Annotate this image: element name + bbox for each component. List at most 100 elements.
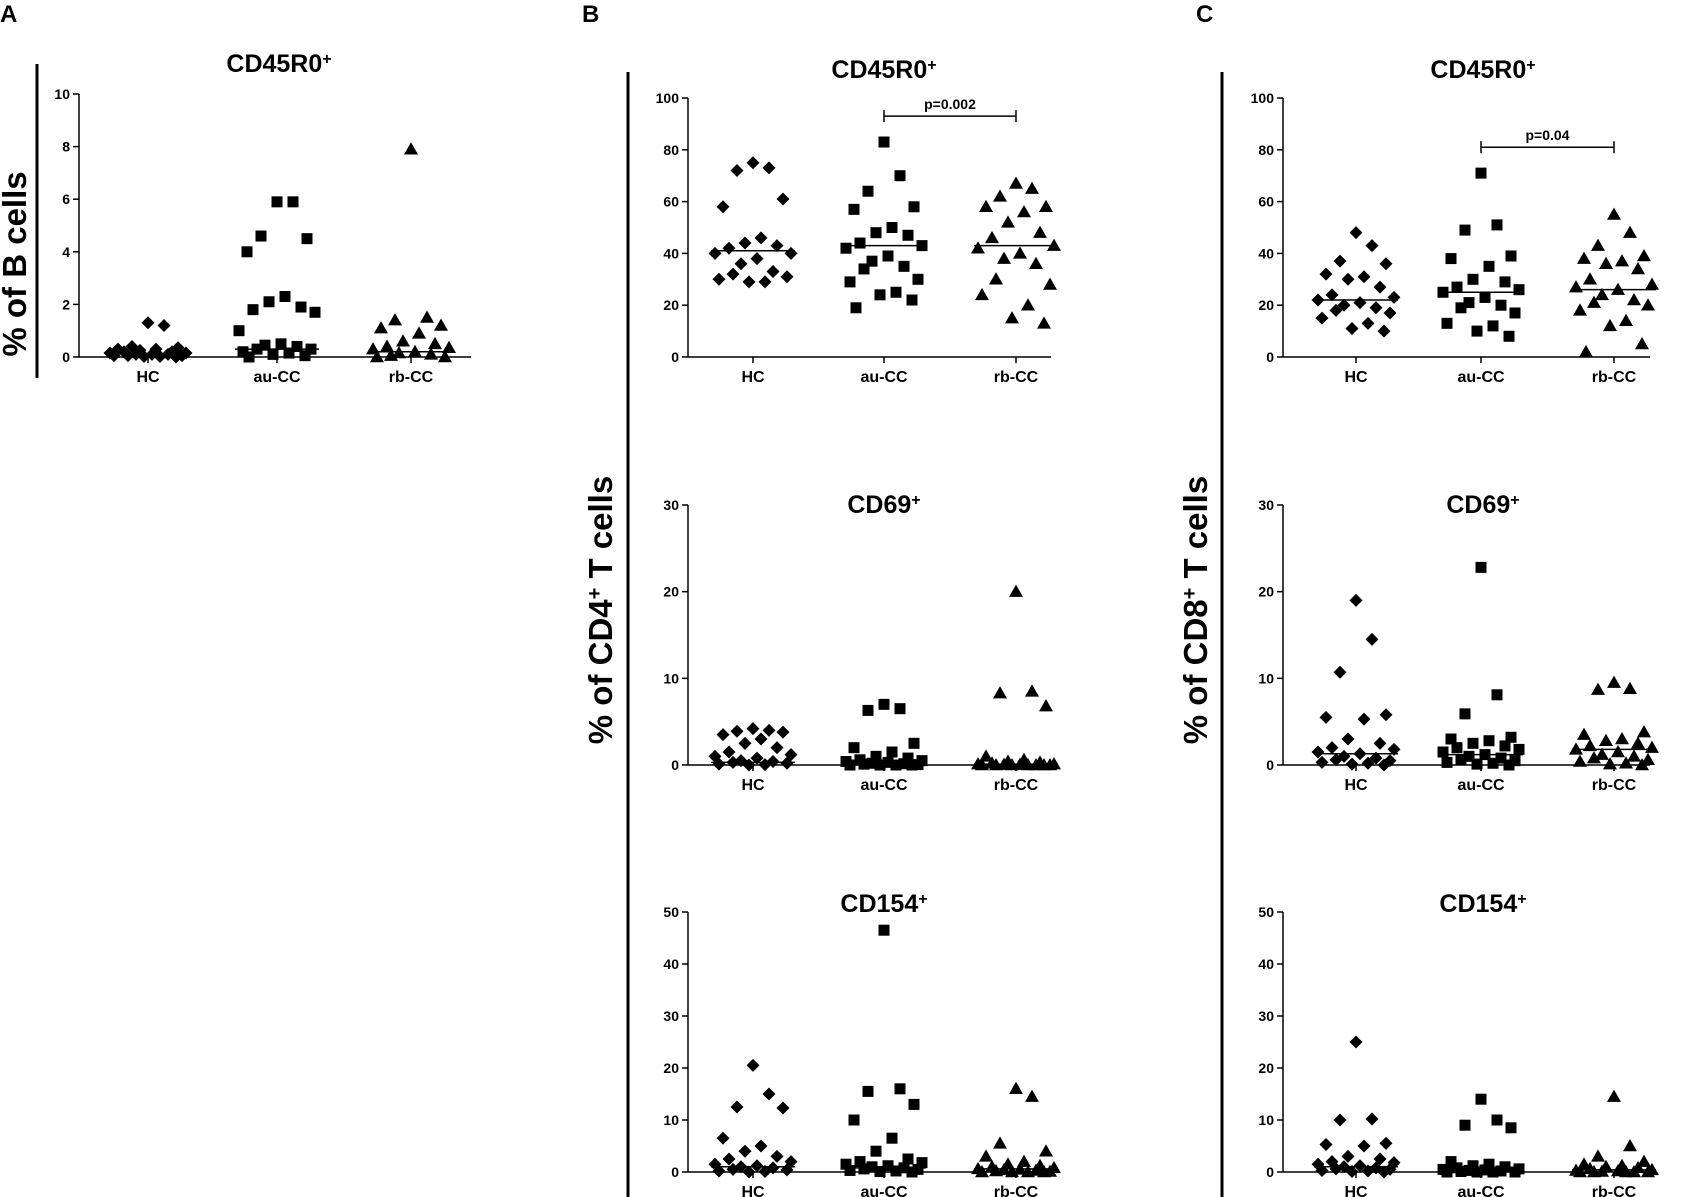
au-cc-data-point (1487, 320, 1499, 332)
hc-data-point (738, 736, 752, 750)
au-cc-data-point (862, 1085, 874, 1097)
hc-data-point (716, 200, 730, 214)
hc-data-point (758, 275, 772, 289)
au-cc-data-point (886, 1132, 898, 1144)
rb-cc-data-point (1611, 745, 1625, 758)
y-tick-label: 40 (1258, 245, 1274, 261)
au-cc-data-point (878, 924, 890, 936)
au-cc-data-point (848, 742, 860, 754)
hc-data-point (1361, 316, 1375, 330)
au-cc-data-point (1475, 561, 1487, 573)
au-cc-data-point (878, 136, 890, 148)
rb-cc-data-point (1599, 733, 1613, 746)
au-cc-data-point (870, 227, 882, 239)
y-tick-label: 0 (1266, 349, 1274, 365)
x-tick-label-au-cc: au-CC (860, 1184, 908, 1197)
hc-data-point (730, 724, 744, 738)
panel-letter-c: C (1196, 1, 1213, 28)
rb-cc-data-point (979, 199, 993, 213)
hc-data-point (1341, 272, 1355, 286)
x-tick-label-rb-cc: rb-CC (1592, 1184, 1637, 1197)
hc-data-point (712, 757, 726, 771)
rb-cc-data-point (428, 336, 442, 350)
panel-c-ylabel: % of CD8+ T cells (1177, 476, 1214, 744)
rb-cc-data-point (985, 230, 999, 244)
hc-data-point (1383, 306, 1397, 320)
y-tick-label: 10 (54, 86, 70, 102)
rb-cc-data-point (1607, 675, 1621, 688)
au-cc-data-point (886, 222, 898, 233)
au-cc-data-point (1491, 689, 1503, 701)
rb-cc-data-point (424, 347, 438, 360)
rb-cc-data-point (1587, 751, 1601, 764)
rb-cc-data-point (404, 142, 418, 155)
hc-data-point (722, 241, 736, 255)
au-cc-data-point (1505, 250, 1517, 262)
y-tick-label: 30 (1258, 497, 1274, 513)
hc-data-point (1333, 1113, 1347, 1127)
rb-cc-data-point (1641, 298, 1655, 311)
plot-title: CD45R0+ (831, 56, 936, 84)
au-cc-data-point (291, 340, 303, 352)
x-tick-label-au-cc: au-CC (860, 777, 908, 794)
hc-data-point (734, 257, 748, 271)
y-tick-label: 20 (663, 584, 679, 600)
au-cc-data-point (850, 302, 862, 314)
hc-data-point (750, 252, 764, 266)
plot-title-sup: + (1517, 891, 1526, 908)
hc-data-point (726, 267, 740, 281)
panel-a-ylabel: % of B cells (0, 171, 33, 356)
y-tick-label: 40 (1258, 956, 1274, 972)
x-tick-label-rb-cc: rb-CC (389, 369, 434, 386)
au-cc-data-point (1471, 758, 1483, 770)
hc-data-point (1319, 267, 1333, 281)
hc-data-point (1341, 1149, 1355, 1163)
y-tick-label: 20 (1258, 584, 1274, 600)
x-tick-label-au-cc: au-CC (253, 369, 301, 386)
hc-data-point (1325, 288, 1339, 302)
rb-cc-data-point (1615, 254, 1629, 267)
rb-cc-data-point (1637, 1154, 1651, 1167)
hc-data-point (738, 1144, 752, 1158)
au-cc-data-point (862, 185, 874, 197)
hc-data-point (742, 275, 756, 289)
au-cc-data-point (890, 286, 902, 298)
au-cc-data-point (1499, 276, 1511, 288)
rb-cc-data-point (442, 340, 456, 354)
au-cc-data-point (1459, 708, 1471, 720)
rb-cc-data-point (989, 1163, 1003, 1177)
plot-title-text: CD45R0 (831, 56, 927, 84)
rb-cc-data-point (975, 287, 989, 301)
au-cc-data-point (287, 196, 299, 208)
au-cc-data-point (874, 759, 886, 771)
hc-data-point (1373, 736, 1387, 750)
x-tick-label-rb-cc: rb-CC (994, 1184, 1039, 1197)
rb-cc-data-point (1047, 238, 1061, 251)
rb-cc-data-point (997, 251, 1011, 264)
hc-data-point (1349, 1035, 1363, 1049)
au-cc-data-point (295, 301, 307, 313)
rb-cc-data-point (1615, 732, 1629, 745)
au-cc-data-point (906, 294, 918, 306)
au-cc-data-point (1451, 281, 1463, 293)
p-value-label: p=0.002 (924, 96, 976, 112)
y-tick-label: 0 (671, 757, 679, 773)
y-tick-label: 50 (1258, 904, 1274, 920)
rb-cc-data-point (1025, 684, 1039, 697)
plot-title-sup: + (911, 492, 920, 509)
plot-title-text: CD45R0 (226, 50, 322, 78)
panel-letter-a: A (0, 1, 17, 28)
hc-data-point (1377, 1165, 1391, 1179)
au-cc-data-point (1463, 297, 1475, 309)
au-cc-data-point (1483, 1158, 1495, 1170)
au-cc-data-point (908, 201, 920, 213)
panel-letter-b: B (582, 1, 599, 28)
y-tick-label: 80 (663, 142, 679, 158)
y-tick-label: 0 (671, 1164, 679, 1180)
rb-cc-data-point (1595, 287, 1609, 301)
au-cc-data-point (1441, 1166, 1453, 1178)
rb-cc-data-point (388, 313, 402, 326)
rb-cc-data-point (1641, 752, 1655, 766)
